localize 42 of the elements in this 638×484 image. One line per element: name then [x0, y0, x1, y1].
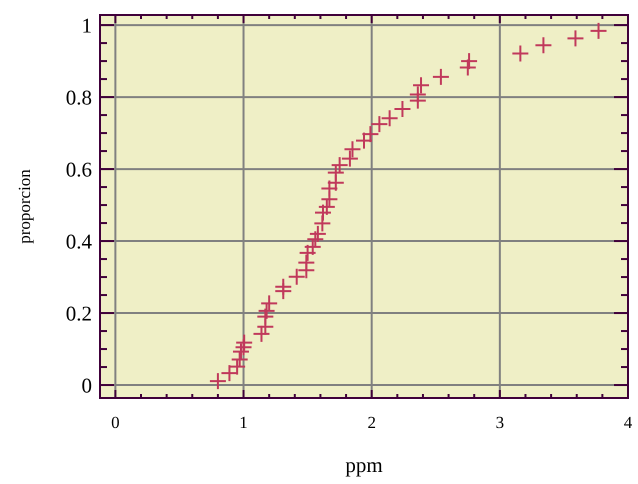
point: [432, 68, 450, 86]
point: [320, 180, 338, 198]
point: [458, 58, 477, 77]
point: [313, 214, 332, 232]
point: [314, 204, 332, 222]
y-tick-label: 1: [82, 13, 92, 38]
point: [220, 364, 238, 382]
point: [343, 140, 362, 158]
point: [340, 150, 359, 168]
point: [412, 76, 430, 94]
x-tick-label: 3: [496, 413, 504, 432]
y-axis-title: proporcion: [15, 168, 34, 244]
x-tick-label: 0: [111, 413, 120, 432]
point: [460, 52, 478, 70]
point: [393, 100, 412, 118]
point: [308, 224, 327, 243]
y-tick-label: 0.2: [66, 301, 92, 326]
y-tick-label: 0: [82, 373, 92, 398]
y-tick-label: 0.8: [66, 85, 92, 110]
point: [235, 334, 254, 352]
point: [511, 44, 530, 63]
point: [566, 29, 584, 48]
y-tick-label: 0.6: [66, 157, 92, 182]
point: [256, 308, 274, 326]
x-axis-title: ppm: [345, 453, 383, 477]
point: [252, 324, 270, 343]
point: [361, 125, 380, 144]
point: [288, 268, 306, 286]
point: [298, 244, 317, 262]
y-tick-label: 0.4: [66, 229, 92, 254]
x-tick-label: 1: [239, 413, 248, 432]
x-tick-label: 2: [367, 413, 376, 432]
point: [234, 338, 253, 356]
point: [355, 132, 373, 150]
point: [534, 36, 552, 54]
point: [590, 22, 608, 40]
x-tick-label: 4: [624, 413, 633, 432]
point: [208, 372, 227, 390]
point: [408, 86, 427, 104]
point: [274, 278, 292, 296]
point: [370, 115, 388, 134]
point: [380, 109, 399, 128]
